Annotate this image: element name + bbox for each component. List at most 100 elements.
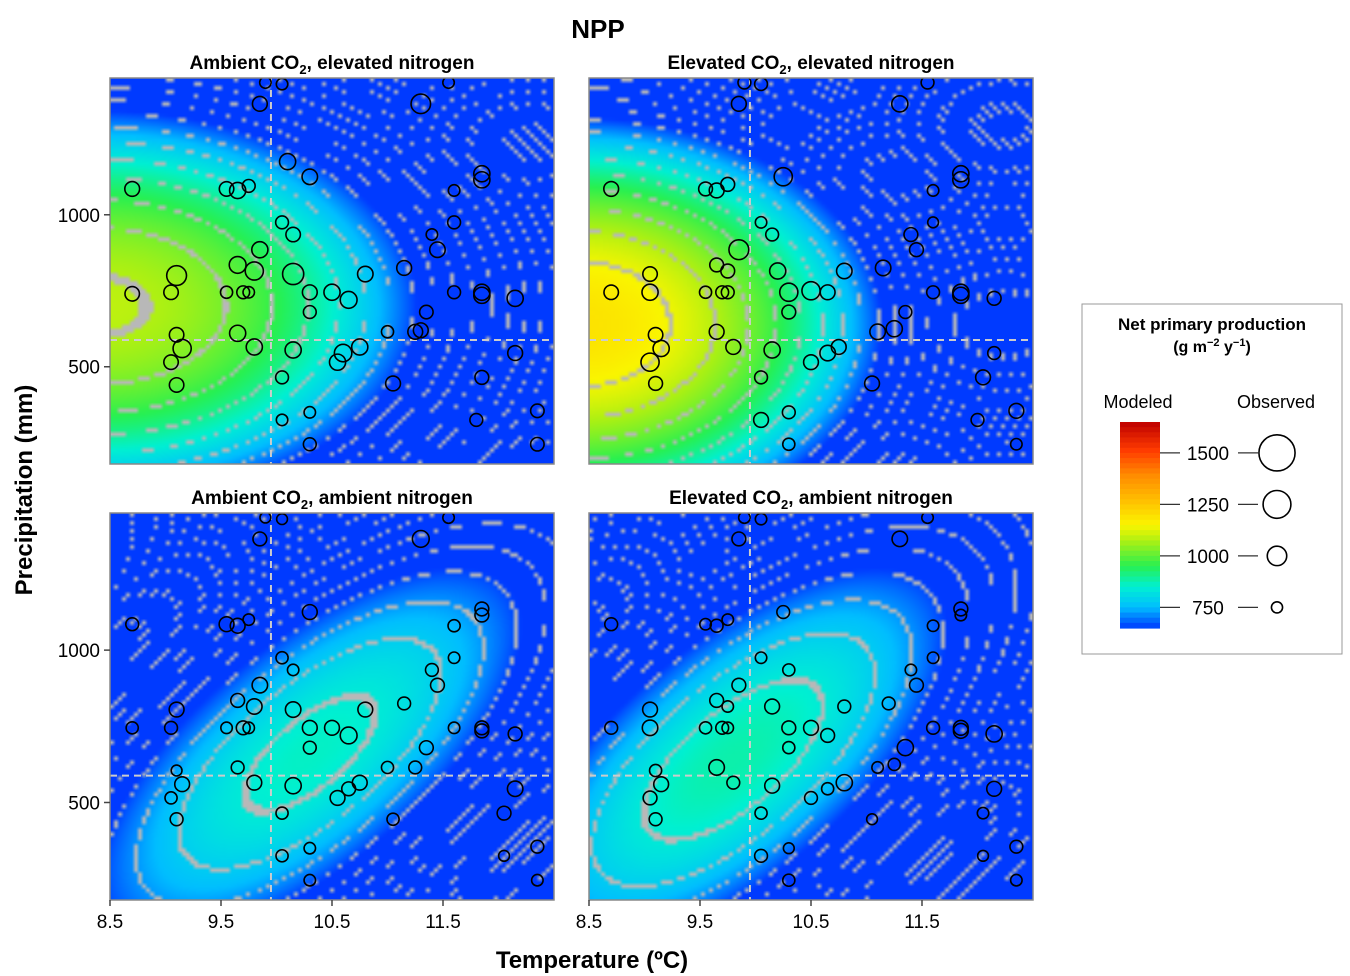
observed-point — [720, 176, 736, 193]
observed-point — [228, 324, 247, 343]
colorbar-segment — [1120, 422, 1160, 428]
observed-point — [974, 369, 992, 386]
colorbar-segment — [1120, 458, 1160, 464]
observed-point — [640, 352, 660, 373]
observed-point — [952, 722, 970, 740]
observed-point — [333, 343, 353, 363]
observed-point — [781, 720, 797, 736]
observed-point — [474, 723, 490, 739]
observed-point — [709, 618, 724, 633]
panel-3: Ambient CO2, ambient nitrogen 500 1000 8.5 9… — [58, 488, 555, 933]
observed-point — [863, 375, 881, 392]
legend-colorbar — [1120, 422, 1160, 629]
observed-point — [246, 774, 263, 791]
observed-point — [380, 324, 395, 339]
observed-point — [1008, 402, 1025, 420]
observed-point — [384, 375, 402, 392]
colorbar-segment — [1120, 442, 1160, 449]
observed-point — [925, 285, 941, 300]
observed-point — [301, 603, 318, 621]
panel-title-subscript: 2 — [299, 62, 306, 77]
colorbar-segment — [1120, 622, 1160, 629]
observed-point — [124, 617, 140, 632]
observed-point — [164, 791, 178, 805]
observed-point — [708, 692, 725, 709]
observed-point — [652, 339, 671, 358]
colorbar-segment — [1120, 468, 1160, 475]
observed-point — [890, 94, 909, 113]
observed-point — [720, 263, 736, 279]
observed-point — [708, 758, 726, 776]
observed-point — [286, 663, 300, 677]
colorbar-segment — [1120, 586, 1160, 593]
colorbar-segment — [1120, 576, 1160, 583]
legend-observed-label: Observed — [1237, 392, 1315, 412]
colorbar-segment — [1120, 432, 1160, 439]
observed-point — [242, 613, 256, 627]
observed-point — [411, 529, 430, 549]
observed-point — [428, 241, 446, 259]
observed-point — [259, 513, 272, 524]
observed-point — [908, 242, 925, 258]
observed-point — [124, 285, 141, 302]
observed-point — [429, 677, 446, 693]
observed-point — [301, 284, 318, 301]
observed-point — [951, 286, 970, 305]
chart-title: NPP — [571, 14, 624, 44]
observed-point — [386, 812, 400, 827]
observations — [603, 513, 1024, 888]
observed-point — [648, 812, 663, 827]
observed-point — [173, 776, 191, 793]
observed-point — [714, 285, 730, 300]
observed-point — [165, 264, 188, 287]
colorbar-segment — [1120, 437, 1160, 444]
observed-point — [721, 699, 735, 714]
observed-point — [302, 740, 317, 755]
observed-point — [954, 608, 968, 622]
observed-point — [603, 617, 619, 632]
observed-point — [753, 370, 769, 385]
panel-title-rest: , elevated nitrogen — [307, 53, 475, 74]
observed-point — [1009, 839, 1024, 854]
observed-point — [278, 152, 297, 171]
panel-title-text: Ambient CO — [191, 488, 301, 509]
colorbar-segment — [1120, 550, 1160, 557]
panel-title: Ambient CO2, ambient nitrogen — [191, 488, 473, 512]
observed-point — [869, 323, 887, 341]
colorbar-segment — [1120, 607, 1160, 614]
modeled-heatmap — [110, 78, 554, 464]
observed-point — [168, 376, 185, 394]
colorbar-segment — [1120, 561, 1160, 567]
colorbar-segment — [1120, 597, 1160, 603]
legend-observed-circle — [1266, 545, 1288, 567]
observed-point — [698, 285, 713, 300]
observed-point — [301, 719, 318, 737]
x-tick-label: 8.5 — [97, 912, 123, 933]
observed-point — [603, 720, 619, 736]
observed-point — [802, 719, 820, 737]
observed-point — [986, 290, 1002, 307]
observed-point — [865, 813, 879, 826]
observations — [602, 78, 1025, 452]
observed-point — [908, 677, 925, 693]
observed-point — [230, 760, 245, 775]
observed-point — [169, 812, 184, 827]
observed-point — [708, 323, 725, 340]
observed-point — [275, 848, 289, 863]
observed-point — [926, 651, 940, 665]
observed-point — [1009, 873, 1023, 887]
observed-point — [887, 757, 902, 772]
x-tick-label: 8.5 — [576, 912, 602, 933]
observed-point — [274, 215, 290, 230]
observed-point — [926, 216, 940, 229]
observed-point — [218, 616, 235, 633]
observed-point — [506, 780, 524, 798]
observed-point — [251, 676, 269, 694]
observed-point — [976, 806, 990, 820]
observed-point — [506, 289, 525, 308]
observed-point — [123, 180, 141, 198]
observed-point — [721, 613, 735, 627]
observed-point — [218, 180, 235, 197]
y-tick-label: 500 — [68, 793, 100, 814]
observed-point — [125, 720, 140, 735]
